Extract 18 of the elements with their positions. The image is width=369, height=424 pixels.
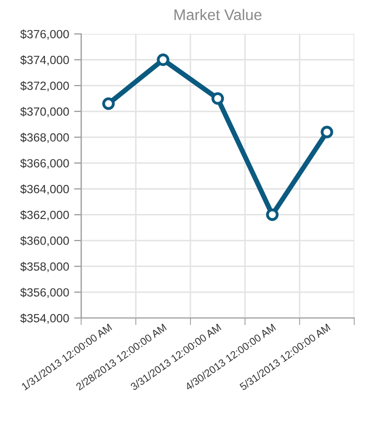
y-tick-label: $370,000 [20,106,69,118]
y-tick-label: $372,000 [20,81,69,92]
y-tick-label: $360,000 [20,236,69,246]
y-tick-label: $374,000 [20,55,69,66]
y-tick-label: $354,000 [20,314,69,324]
y-tick-label: $358,000 [20,262,69,272]
y-tick-label: $368,000 [20,132,69,144]
y-tick-label: $356,000 [20,288,69,298]
chart-title: Market Value [174,8,262,20]
y-tick-label: $366,000 [20,158,69,169]
y-tick-label: $364,000 [20,184,69,195]
y-tick-label: $376,000 [20,29,69,40]
point [102,97,115,110]
point [211,92,224,105]
point [266,208,279,221]
point [156,53,170,66]
y-tick-label: $362,000 [20,210,69,220]
point [320,126,334,138]
